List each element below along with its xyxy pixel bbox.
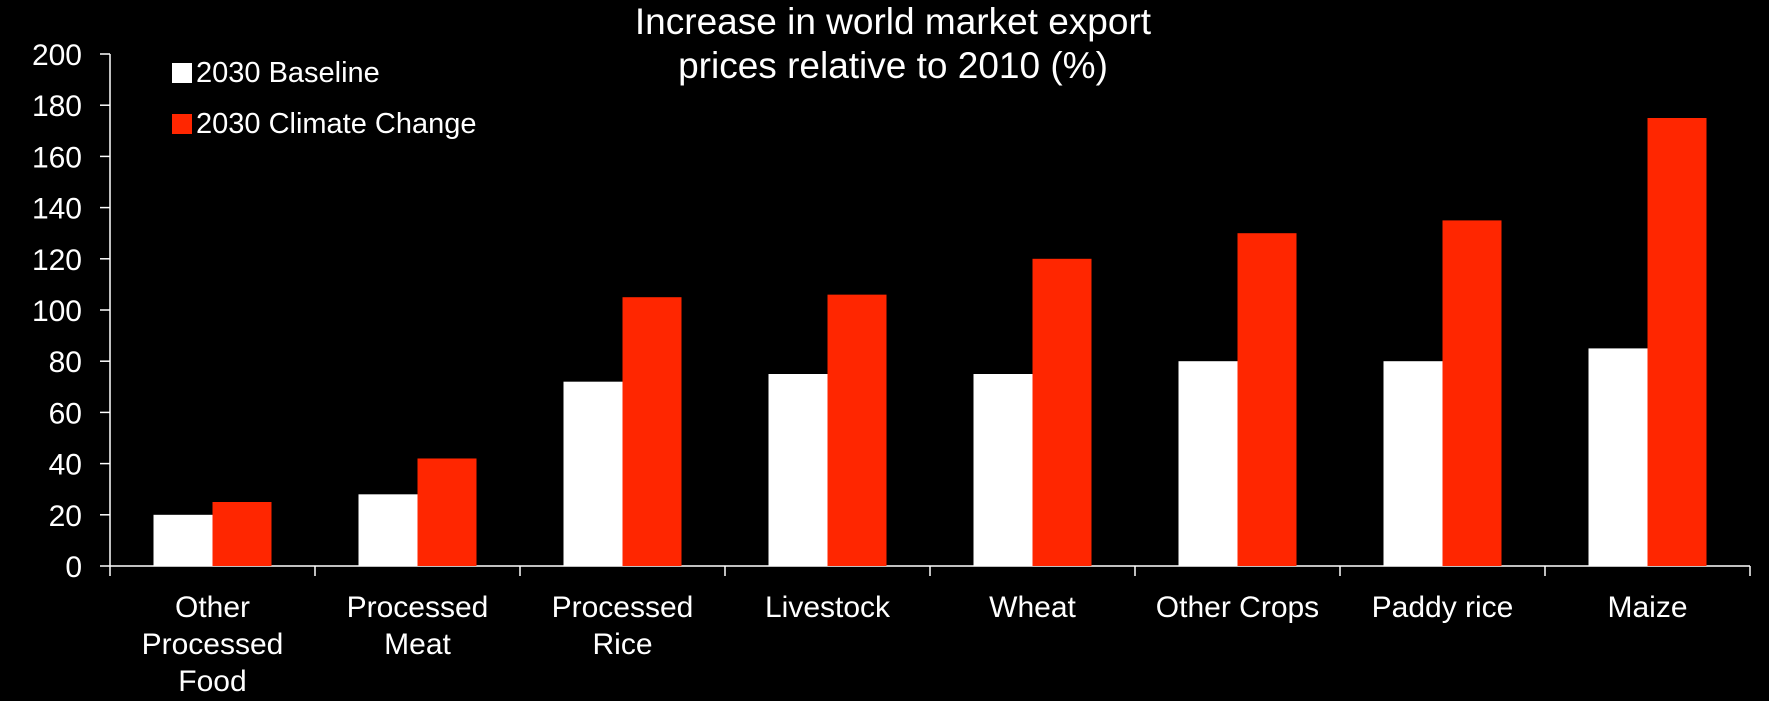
bar-baseline <box>153 514 213 566</box>
legend: 2030 Baseline 2030 Climate Change <box>172 57 477 140</box>
bar-baseline <box>358 494 418 566</box>
y-tick-label: 120 <box>32 244 82 277</box>
bar-climate-change <box>1442 220 1502 566</box>
y-tick-label: 160 <box>32 141 82 174</box>
y-tick-label: 40 <box>49 449 82 482</box>
y-tick-label: 200 <box>32 39 82 72</box>
bar-baseline <box>973 374 1033 566</box>
x-tick-label: Processed Meat <box>347 591 489 661</box>
legend-label: 2030 Baseline <box>196 57 380 89</box>
bar-climate-change <box>1237 233 1297 566</box>
bar-climate-change <box>1647 118 1707 566</box>
bar-climate-change <box>622 297 682 566</box>
x-tick-label: Processed Rice <box>552 591 694 661</box>
y-tick-label: 80 <box>49 346 82 379</box>
bar-baseline <box>1588 348 1648 566</box>
bar-baseline <box>563 381 623 566</box>
y-tick-label: 60 <box>49 397 82 430</box>
legend-swatch <box>172 63 192 83</box>
y-tick-label: 180 <box>32 90 82 123</box>
axes: 0 20 40 60 80 100 120 140 160 180 200 Other Processe… <box>32 39 1751 698</box>
x-tick-label: Other Processed Food <box>142 591 284 696</box>
x-tick-label: Other Crops <box>1156 591 1319 624</box>
legend-label: 2030 Climate Change <box>196 108 477 140</box>
y-tick-label: 100 <box>32 295 82 328</box>
bar-climate-change <box>212 502 272 566</box>
x-tick-label: Maize <box>1607 591 1687 624</box>
x-tick-label: Wheat <box>989 591 1076 624</box>
x-tick-label: Livestock <box>765 591 891 624</box>
y-tick-label: 0 <box>65 551 82 584</box>
bar-climate-change <box>827 294 887 566</box>
bar-baseline <box>1383 361 1443 566</box>
y-tick-label: 140 <box>32 193 82 226</box>
legend-swatch <box>172 114 192 134</box>
bars <box>153 118 1707 566</box>
bar-climate-change <box>417 458 477 566</box>
y-tick-label: 20 <box>49 500 82 533</box>
x-tick-label: Paddy rice <box>1372 591 1514 624</box>
bar-climate-change <box>1032 258 1092 566</box>
chart-title-line: Increase in world market export <box>635 1 1152 42</box>
bar-baseline <box>1178 361 1238 566</box>
bar-baseline <box>768 374 828 566</box>
chart-title-line: prices relative to 2010 (%) <box>678 45 1108 86</box>
